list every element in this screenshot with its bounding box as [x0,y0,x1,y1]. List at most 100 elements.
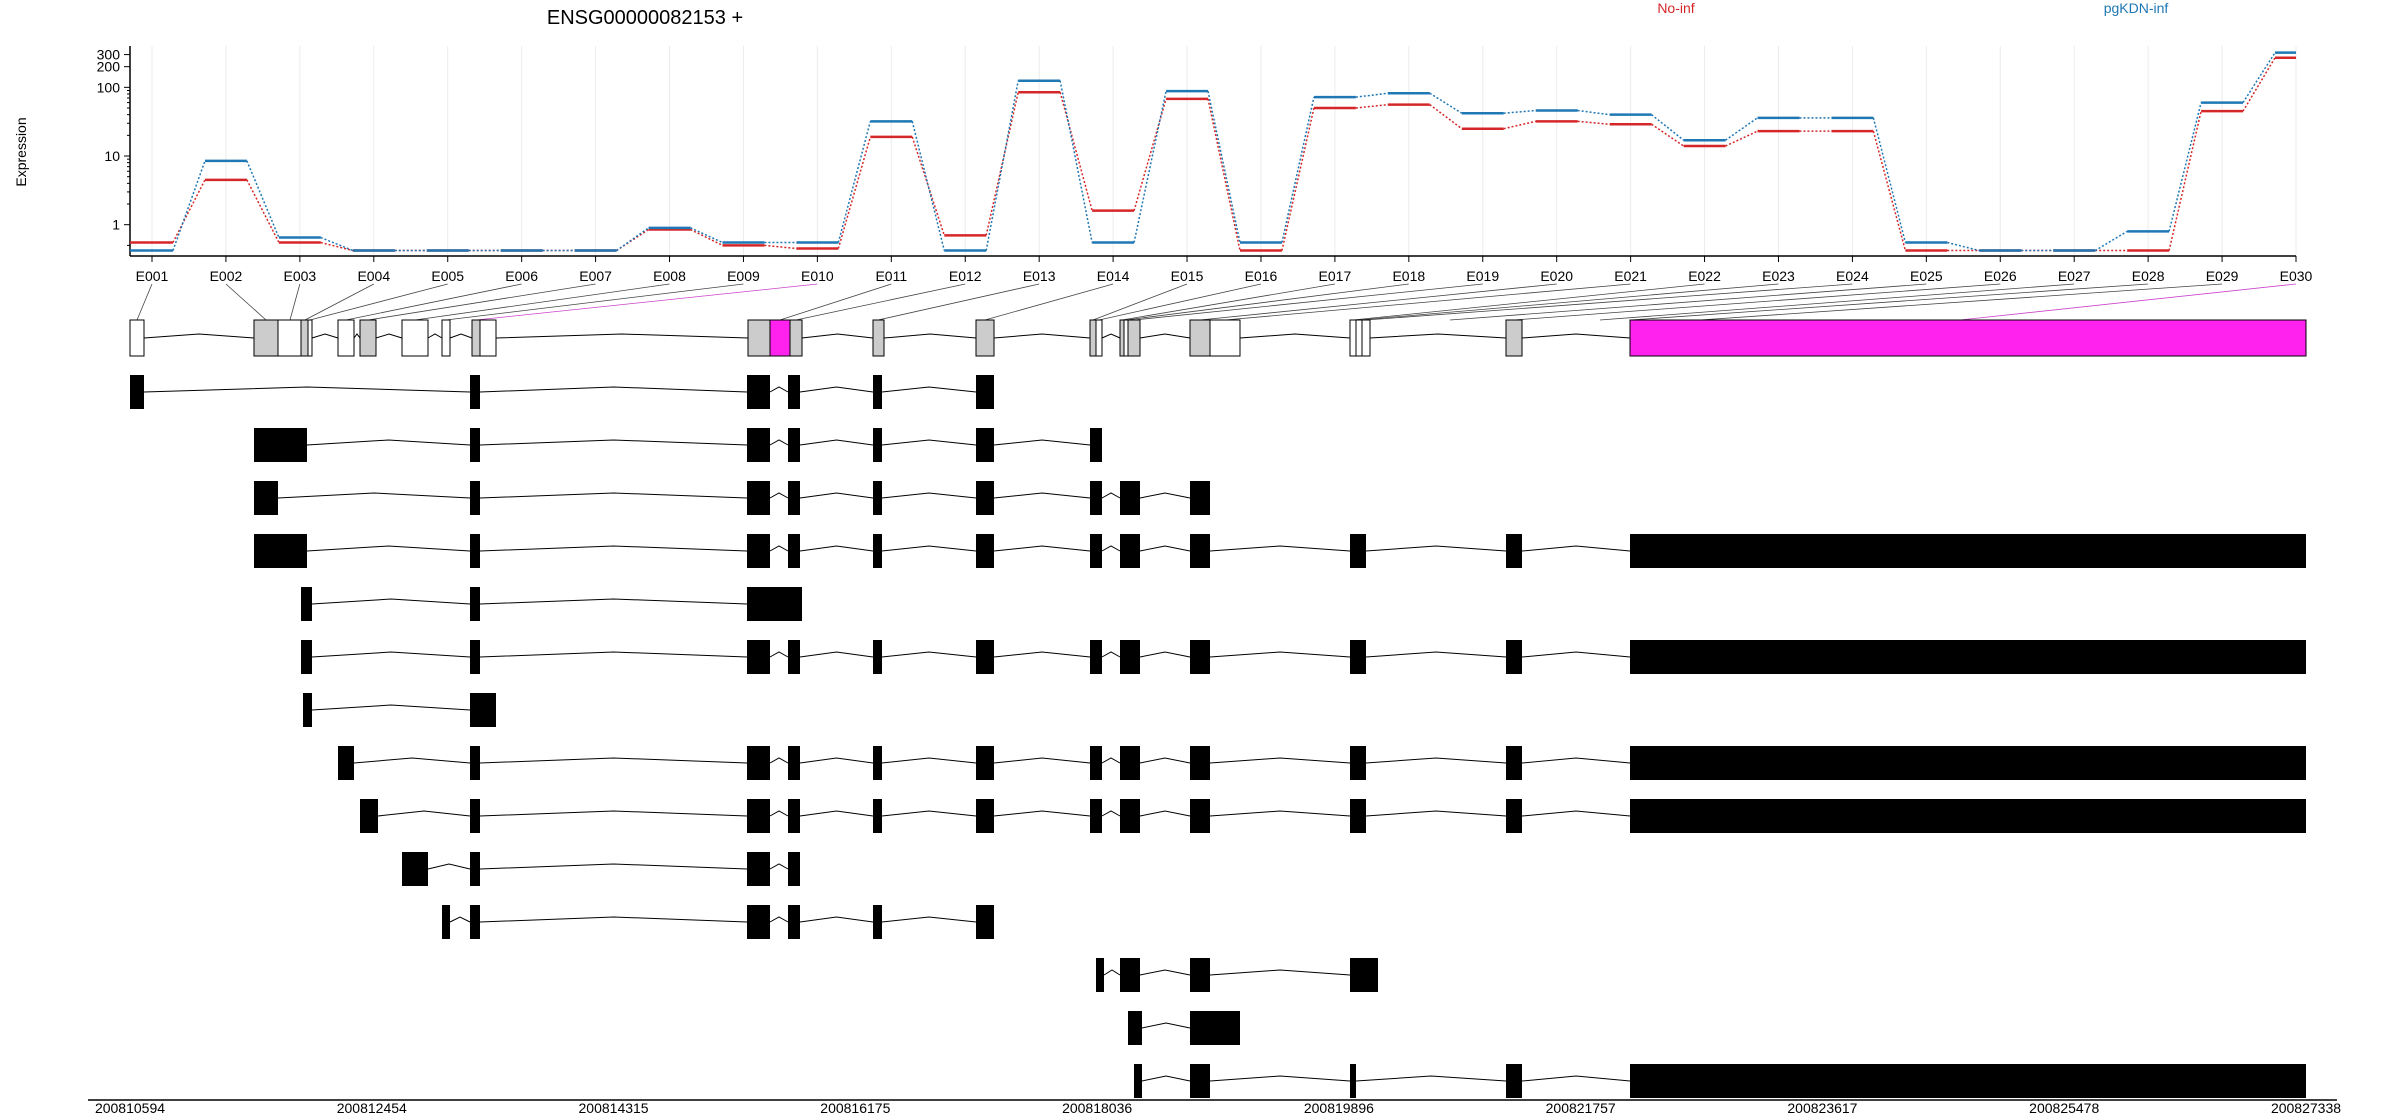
transcript-intron [306,545,471,552]
transcript-intron [479,598,748,605]
transcript-exon [1120,958,1140,992]
exon-bin [1505,319,1523,357]
x-tick-label: E020 [1540,268,1573,284]
transcript-exon [1350,799,1366,833]
transcript-exon [1350,746,1366,780]
data-transition [1059,91,1093,211]
transcript-exon [873,746,882,780]
exon-connector [304,283,374,321]
exon-bin [1089,319,1097,357]
data-transition [1429,92,1463,114]
data-transition [690,228,723,247]
x-tick-label: E015 [1171,268,1204,284]
data-transition [172,160,206,251]
transcript-intron [1139,545,1191,552]
transcript-intron [769,386,789,393]
transcript-exon [1090,799,1102,833]
intron-line [311,333,339,339]
x-tick-label: E003 [284,268,317,284]
exon-connector [1449,283,1927,321]
exon-connector [414,283,670,321]
transcript-exon [747,852,770,886]
intron-line [883,333,977,339]
transcript-intron [1365,810,1507,817]
transcript-intron [1139,969,1191,976]
data-transition [2168,110,2202,251]
data-transition [1503,109,1536,114]
transcript-exon [1506,640,1522,674]
transcript-intron [799,386,874,393]
exon-bin [1355,319,1363,357]
exon-bin [1119,319,1125,357]
transcript-exon [1128,1011,1142,1045]
transcript-intron [799,492,874,499]
data-transition [911,136,945,236]
exon-bin [769,319,791,357]
x-tick-label: E017 [1319,268,1352,284]
transcript-exon [1090,746,1102,780]
exon-bin [789,319,803,357]
exon-connector [1629,283,2149,321]
x-tick-label: E029 [2206,268,2239,284]
exon-bin [277,319,302,357]
transcript-exon [788,799,800,833]
exon-bin [1189,319,1211,357]
x-tick-label: E022 [1688,268,1721,284]
data-transition [1725,117,1758,141]
intron-line [1239,333,1351,339]
transcript-exon [747,428,770,462]
transcript-intron [1101,545,1121,552]
transcript-intron [1101,810,1121,817]
transcript-exon [1190,799,1210,833]
intron-line [1101,333,1121,339]
x-tick-label: E018 [1392,268,1425,284]
intron-line [1521,333,1631,339]
transcript-exon [1630,746,2306,780]
transcript-intron [1209,651,1351,658]
exon-connector [136,283,153,321]
data-transition [2242,57,2276,112]
transcript-exon [1190,640,1210,674]
x-tick-label: E023 [1762,268,1795,284]
transcript-intron [1103,969,1121,976]
data-transition [1281,96,1315,243]
transcript-intron [479,916,748,923]
data-transition [1429,104,1463,130]
transcript-exon [1190,746,1210,780]
x-tick-label: E001 [136,268,169,284]
transcript-exon [338,746,354,780]
transcript-exon [254,481,278,515]
genomic-tick-label: 200827338 [2271,1100,2341,1116]
transcript-intron [1355,1075,1507,1082]
data-transition [2094,230,2128,252]
transcript-intron [449,916,471,923]
transcript-exon [788,746,800,780]
transcript-exon [1134,1064,1142,1098]
x-tick-label: E019 [1466,268,1499,284]
genomic-tick-label: 200810594 [95,1100,165,1116]
exon-bin [441,319,451,357]
transcript-row [254,428,1102,462]
exon-connector [475,283,818,321]
intron-line [427,333,443,339]
transcript-exon [976,640,994,674]
transcript-intron [1209,545,1351,552]
exon-connector [289,283,301,321]
transcript-intron [311,651,471,658]
data-transition [1207,98,1241,251]
transcript-row [360,799,2306,833]
transcript-row [442,905,994,939]
transcript-exon [1120,481,1140,515]
legend-entry-no-inf: No-inf [1657,0,1694,16]
x-tick-label: E028 [2132,268,2165,284]
transcript-intron [993,651,1091,658]
transcript-intron [881,810,977,817]
x-tick-label: E014 [1097,268,1130,284]
transcript-exon [1190,958,1210,992]
x-tick-label: E006 [505,268,538,284]
data-transition [1872,130,1907,251]
transcript-intron [1365,651,1507,658]
transcript-exon [873,375,882,409]
transcript-exon [747,534,770,568]
transcript-intron [769,492,789,499]
